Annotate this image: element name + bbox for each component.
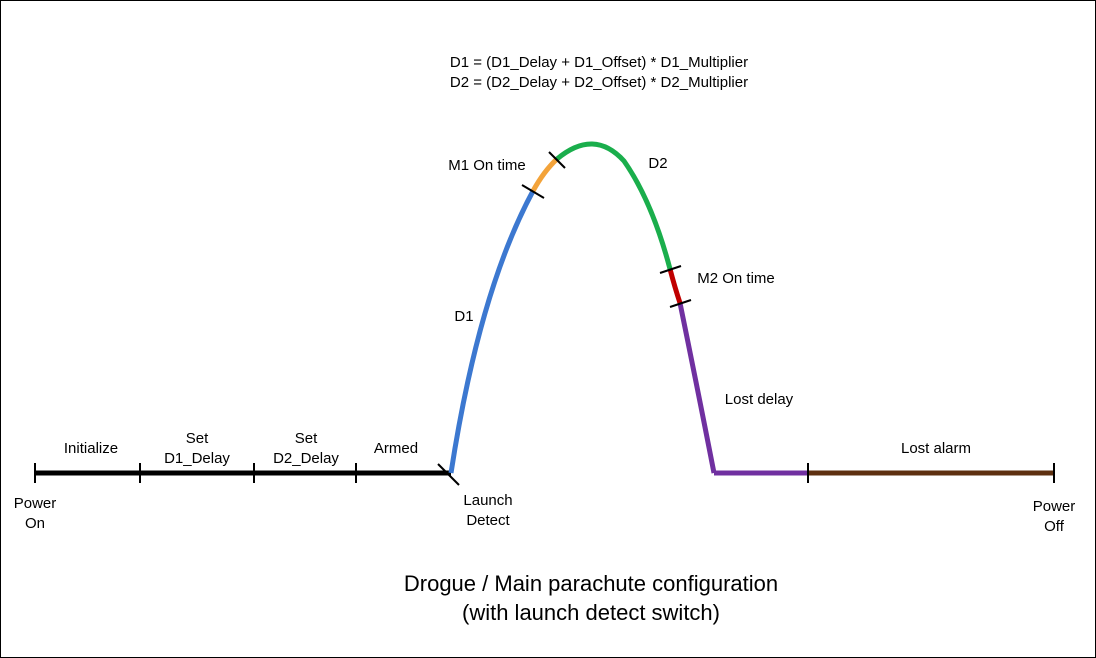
label-power-off-1: Power	[1033, 498, 1076, 515]
timeline-ticks	[34, 463, 460, 486]
label-set-d1-2: D1_Delay	[164, 450, 230, 467]
tick-launch-detect	[437, 463, 460, 486]
label-armed: Armed	[374, 440, 418, 457]
tick-m1-start	[521, 184, 545, 199]
segment-d2	[555, 141, 673, 270]
segment-d1	[448, 189, 536, 474]
tick-m2-start	[659, 265, 682, 274]
diagram-subtitle: (with launch detect switch)	[462, 600, 720, 625]
segment-lost-delay	[677, 302, 717, 474]
label-lost-alarm: Lost alarm	[901, 440, 971, 457]
label-set-d2-2: D2_Delay	[273, 450, 339, 467]
formula-d2: D2 = (D2_Delay + D2_Offset) * D2_Multipl…	[450, 74, 748, 91]
diagram-title: Drogue / Main parachute configuration	[404, 571, 778, 596]
label-m2-on-time: M2 On time	[697, 270, 775, 287]
segment-m1	[530, 157, 559, 193]
label-power-on-1: Power	[14, 495, 57, 512]
label-initialize: Initialize	[64, 440, 118, 457]
label-m1-on-time: M1 On time	[448, 157, 526, 174]
label-launch-detect-1: Launch	[463, 492, 512, 509]
label-launch-detect-2: Detect	[466, 512, 510, 529]
label-d1: D1	[454, 308, 473, 325]
tick-m2-end	[669, 299, 692, 308]
tick-m1-end	[548, 151, 566, 169]
label-lost-delay: Lost delay	[725, 391, 794, 408]
flight-ticks	[521, 151, 1055, 483]
label-set-d2-1: Set	[295, 430, 318, 447]
label-power-off-2: Off	[1044, 518, 1065, 535]
segment-m2	[667, 268, 683, 304]
formula-d1: D1 = (D1_Delay + D1_Offset) * D1_Multipl…	[450, 54, 748, 71]
label-d2: D2	[648, 155, 667, 172]
label-power-on-2: On	[25, 515, 45, 532]
label-set-d1-1: Set	[186, 430, 209, 447]
